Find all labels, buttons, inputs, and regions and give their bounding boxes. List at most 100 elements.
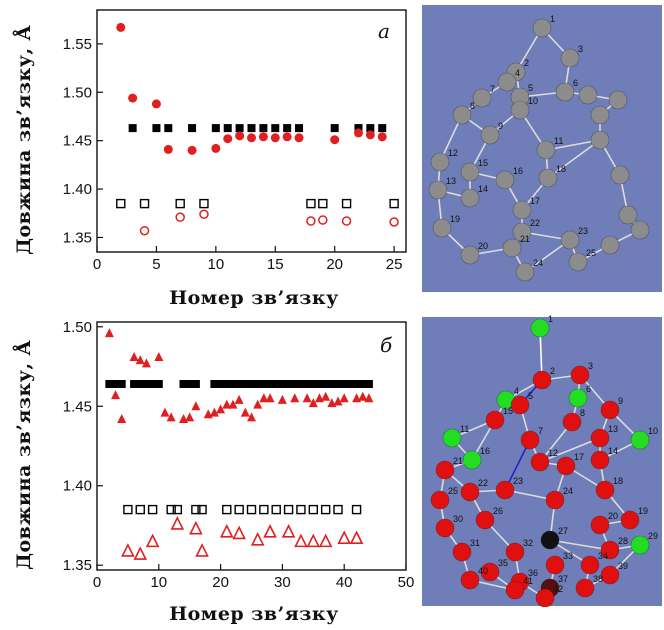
molecule-a-atom	[532, 18, 552, 38]
chart-b-xtick-label: 30	[274, 574, 291, 591]
molecule-a-bond	[524, 239, 571, 273]
chart-a-point-filled-square	[283, 124, 292, 133]
molecule-b-atom	[475, 510, 495, 530]
molecule-a-atom-label: 7	[490, 84, 495, 94]
molecule-a-atom	[515, 262, 535, 282]
chart-b-point-filled-square	[105, 380, 114, 388]
molecule-b-atom	[435, 518, 455, 538]
chart-a-point-filled-circle	[128, 93, 138, 103]
chart-b-point-filled-square	[117, 380, 126, 388]
molecule-a-atom-label: 16	[513, 166, 523, 176]
chart-a-point-open-square	[175, 198, 185, 209]
chart-b-point-filled-square	[259, 380, 268, 388]
chart-a-xtick-label: 20	[326, 256, 343, 273]
chart-b-point-filled-triangle	[191, 401, 201, 411]
molecule-b-atom	[540, 530, 560, 550]
chart-b-point-filled-square	[191, 380, 200, 388]
chart-b-point-filled-square	[235, 380, 244, 388]
chart-b-point-filled-square	[290, 380, 299, 388]
chart-b-xtick-label: 20	[212, 574, 229, 591]
molecule-b-atom-label: 24	[563, 486, 573, 496]
chart-b-point-filled-square	[309, 380, 318, 388]
chart-b-point-filled-square	[130, 380, 139, 388]
molecule-b-atom	[505, 580, 525, 600]
molecule-b-atom-label: 29	[648, 531, 658, 541]
chart-b-point-filled-square	[296, 380, 305, 388]
molecule-b-atom	[495, 480, 515, 500]
chart-a-panel-letter: a	[378, 19, 390, 43]
molecule-a-atom	[432, 218, 452, 238]
chart-b-point-filled-square	[148, 380, 157, 388]
chart-b-point-filled-square	[334, 380, 343, 388]
molecule-a-atom	[560, 48, 580, 68]
molecule-b-atom-label: 22	[478, 478, 488, 488]
molecule-a-atom-label: 9	[498, 121, 503, 131]
molecule-a-atom	[430, 152, 450, 172]
chart-b-point-filled-square	[228, 380, 237, 388]
molecule-a-atom	[538, 168, 558, 188]
chart-b-point-open-triangle	[133, 546, 148, 560]
molecule-a-atom	[480, 125, 500, 145]
molecule-b-bond	[539, 437, 601, 463]
chart-a-point-open-circle	[318, 215, 328, 225]
chart-b-point-open-triangle	[219, 524, 234, 538]
chart-b-point-filled-triangle	[160, 407, 170, 417]
molecule-b-atom-label: 23	[513, 476, 523, 486]
molecule-b-atom	[460, 482, 480, 502]
molecule-b-atom-label: 10	[648, 426, 658, 436]
chart-b-point-filled-triangle	[166, 412, 176, 422]
chart-b: 0 10 20 30 40 50 1.35 1.40 1.45 1.50 б Номер зв’я…	[12, 319, 414, 625]
molecule-a-atom	[512, 222, 532, 242]
molecule-a-atom	[428, 180, 448, 200]
molecule-a-atom	[452, 105, 472, 125]
molecule-b-atom	[535, 588, 555, 608]
chart-a-point-filled-square	[366, 124, 375, 133]
chart-a-point-filled-circle	[270, 133, 280, 143]
molecule-b-atom-label: 32	[523, 538, 533, 548]
chart-b-point-filled-triangle	[364, 393, 374, 403]
chart-b-point-filled-triangle	[321, 391, 331, 401]
chart-a-point-filled-circle	[235, 131, 245, 141]
molecule-b-atom-label: 36	[528, 568, 538, 578]
molecule-b-atom-label: 26	[493, 506, 503, 516]
chart-a-point-filled-square	[235, 124, 244, 133]
chart-b-point-filled-square	[272, 380, 281, 388]
chart-a-point-filled-square	[211, 124, 220, 133]
chart-a-point-open-circle	[139, 225, 150, 236]
molecule-b-atom-label: 12	[548, 448, 558, 458]
chart-b-point-filled-triangle	[104, 328, 114, 338]
molecule-a-atom-label: 1	[550, 14, 555, 24]
molecule-a-atom	[630, 220, 650, 240]
chart-a-point-filled-circle	[116, 22, 126, 32]
chart-a-ytick-label: 1.35	[63, 229, 92, 246]
molecule-b-atom	[600, 400, 620, 420]
molecule-a-atom-label: 2	[524, 58, 529, 68]
chart-b-point-open-square	[123, 504, 133, 515]
chart-b-point-filled-triangle	[358, 391, 368, 401]
chart-b-point-open-triangle	[121, 543, 135, 557]
molecule-a-atom-label: 8	[470, 101, 475, 111]
chart-b-point-open-square	[246, 504, 257, 515]
molecule-a-atom-label: 25	[586, 248, 596, 258]
molecule-b-atom-label: 7	[538, 426, 543, 436]
molecule-a-atom	[536, 140, 556, 160]
chart-b-point-filled-triangle	[234, 394, 244, 404]
molecule-b-atom	[545, 490, 565, 510]
chart-a-point-filled-square	[378, 124, 387, 133]
chart-b-ylabel: Довжина зв’язку, Å	[12, 340, 35, 570]
chart-a-point-open-square	[341, 198, 352, 209]
chart-a-xtick-label: 25	[386, 256, 403, 273]
chart-a-point-filled-square	[223, 124, 232, 133]
chart-b-point-filled-triangle	[228, 399, 238, 409]
molecule-a-atom-label: 17	[530, 196, 540, 206]
chart-b-point-open-triangle	[281, 524, 296, 538]
molecule-a-atom	[555, 82, 575, 102]
molecule-b-atom	[460, 570, 480, 590]
chart-b-point-filled-square	[303, 380, 312, 388]
chart-b-point-open-square	[271, 504, 281, 515]
chart-b-xtick-label: 10	[150, 574, 167, 591]
chart-a-point-filled-circle	[211, 143, 221, 153]
chart-b-point-filled-square	[179, 380, 188, 388]
molecule-b-atom	[505, 542, 525, 562]
